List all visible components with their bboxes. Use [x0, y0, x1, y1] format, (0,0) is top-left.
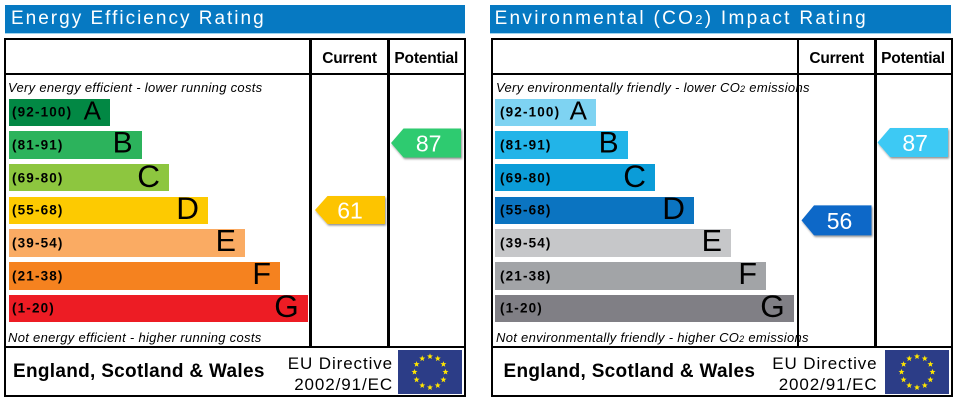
svg-text:61: 61 — [337, 198, 363, 224]
svg-text:87: 87 — [902, 130, 928, 156]
svg-text:56: 56 — [827, 208, 853, 234]
svg-text:87: 87 — [416, 131, 442, 157]
